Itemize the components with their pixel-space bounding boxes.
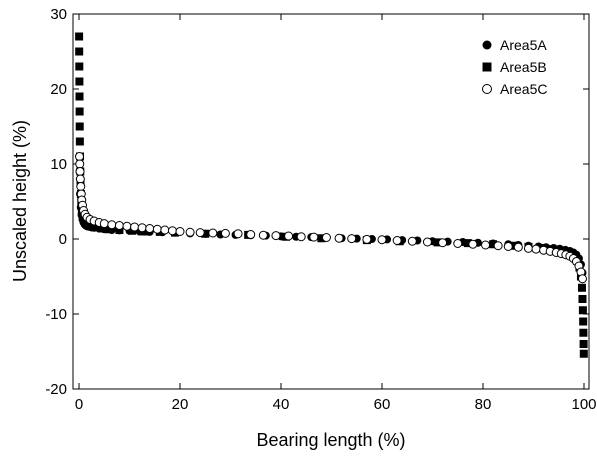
y-tick-label: -20 [45, 381, 67, 398]
data-points [75, 32, 588, 358]
y-tick-label: -10 [45, 306, 67, 323]
area5c-point [296, 232, 306, 242]
area5c-point [362, 234, 372, 244]
area5b-legend-marker [482, 62, 492, 72]
y-tick-label: 10 [50, 156, 67, 173]
area5b-point [75, 122, 84, 131]
area5c-point [577, 274, 587, 284]
area5c-point [453, 239, 463, 248]
area5c-point [493, 241, 503, 251]
area5b-point [75, 77, 84, 86]
area5c-point [531, 244, 541, 254]
area5c-point [246, 230, 256, 239]
y-tick-label: 30 [50, 6, 67, 23]
area5c-point [407, 236, 417, 246]
area5b-point [317, 234, 326, 243]
area5c-point [309, 232, 319, 242]
x-tick-label: 60 [374, 396, 391, 413]
y-tick-label: 0 [59, 231, 67, 248]
area5c-point [523, 243, 533, 253]
x-axis-label: Bearing length (%) [256, 430, 405, 450]
area5c-point [76, 182, 86, 191]
area5c-point [130, 222, 140, 232]
x-tick-label: 20 [172, 396, 189, 413]
area5c-point [122, 221, 132, 231]
area5c-series [75, 152, 587, 284]
area5b-point [140, 227, 149, 236]
area5c-point [75, 152, 85, 161]
area5c-point [75, 174, 85, 184]
area5b-point [75, 107, 84, 116]
area5c-point [513, 242, 523, 252]
area5b-point [75, 137, 84, 146]
area5c-legend-marker [482, 84, 492, 94]
area5b-point [577, 283, 586, 292]
x-tick-label: 0 [75, 396, 83, 413]
x-tick-label: 100 [571, 396, 596, 413]
area5c-point [175, 227, 185, 236]
area5b-point [463, 239, 472, 248]
area5c-point [438, 238, 448, 248]
area5b-point [579, 317, 588, 326]
area5c-point [271, 231, 281, 241]
area5c-point [220, 228, 230, 238]
area5b-point [433, 238, 442, 247]
legend: Area5A Area5B Area5C [482, 37, 547, 97]
area5c-point [347, 234, 357, 244]
area5c-point [208, 228, 218, 238]
area5c-point [75, 159, 85, 169]
area5c-point [334, 233, 344, 243]
x-tick-label: 80 [475, 396, 492, 413]
area5b-point [578, 295, 587, 303]
legend-label: Area5B [500, 59, 547, 75]
legend-label: Area5A [500, 37, 547, 53]
area5c-point [503, 242, 513, 251]
area5c-point [392, 236, 402, 245]
area5b-point [509, 241, 518, 250]
area5c-point [167, 226, 177, 236]
area5c-point [75, 167, 85, 176]
area5b-point [579, 340, 588, 348]
area5c-point [107, 220, 117, 230]
area5c-point [377, 235, 387, 245]
area5a-series [75, 167, 587, 277]
area5b-point [75, 92, 84, 101]
area5c-point [145, 224, 155, 233]
area5c-point [321, 233, 331, 242]
area5c-point [233, 229, 243, 239]
x-tick-label: 40 [273, 396, 290, 413]
area5c-point [160, 225, 170, 235]
area5c-point [284, 231, 294, 241]
area5c-point [258, 230, 268, 240]
area5b-point [75, 62, 84, 71]
legend-label: Area5C [500, 81, 547, 97]
area5a-legend-marker [482, 40, 492, 50]
area5c-point [481, 240, 491, 250]
area5c-point [195, 228, 205, 238]
area5c-point [185, 227, 195, 237]
area5b-point [579, 328, 588, 337]
area5b-point [75, 32, 84, 41]
area5c-point [422, 237, 432, 247]
area5b-point [578, 306, 587, 315]
area5c-point [114, 221, 124, 230]
y-tick-label: 20 [50, 81, 67, 98]
area5c-point [137, 223, 147, 233]
plot-frame [72, 13, 590, 390]
area5c-point [468, 239, 478, 249]
y-axis-label: Unscaled height (%) [10, 120, 30, 282]
area5c-point [99, 219, 109, 229]
area5c-point [152, 224, 162, 234]
area5b-point [75, 47, 84, 56]
axis-ticks: 0 20 40 60 80 100 -20 -10 0 10 20 30 [45, 6, 596, 413]
area5b-point [579, 349, 588, 358]
